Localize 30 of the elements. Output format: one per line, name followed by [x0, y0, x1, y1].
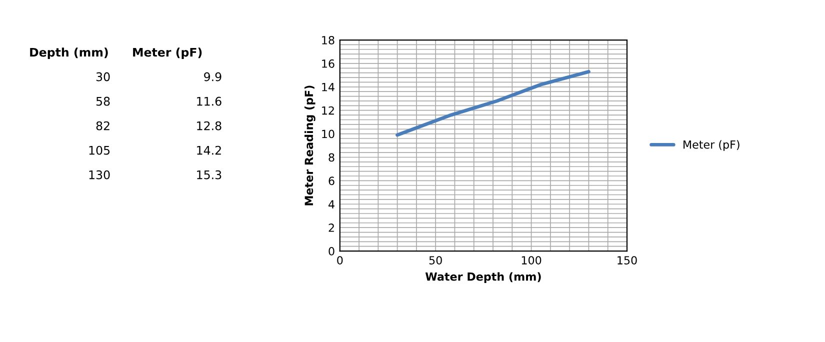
- line-series: [396, 70, 590, 137]
- text: Depth (mm): [30, 48, 108, 60]
- text: 30: [96, 72, 110, 82]
- y-tick-label: 6: [328, 176, 334, 186]
- legend-label: Meter (pF): [684, 140, 740, 151]
- text: 12.8: [197, 121, 222, 130]
- text: 11.6: [197, 96, 222, 106]
- y-tick-label: 0: [328, 247, 334, 256]
- y-tick-label: 14: [322, 83, 334, 92]
- x-tick-label: 100: [522, 256, 542, 264]
- x-tick-label: 150: [618, 256, 637, 264]
- x-axis-title: Water Depth (mm): [425, 272, 541, 283]
- y-tick-label: 8: [328, 153, 334, 162]
- text: 58: [96, 96, 110, 106]
- x-tick-label: 50: [429, 256, 442, 264]
- y-tick-label: 18: [322, 36, 334, 44]
- text: 9.9: [204, 72, 222, 82]
- text: 82: [96, 121, 110, 130]
- text: 130: [89, 170, 110, 180]
- y-tick-label: 12: [322, 106, 334, 115]
- y-tick-label: 10: [322, 130, 334, 138]
- y-tick-label: 16: [322, 59, 334, 68]
- text: Meter (pF): [133, 48, 202, 60]
- y-axis-title: Meter Reading (pF): [304, 86, 316, 206]
- text: 15.3: [197, 170, 222, 180]
- y-tick-label: 4: [328, 200, 334, 208]
- text: 14.2: [197, 146, 221, 155]
- y-tick-label: 2: [328, 224, 334, 232]
- x-tick-label: 0: [337, 256, 343, 264]
- text: 105: [89, 146, 110, 155]
